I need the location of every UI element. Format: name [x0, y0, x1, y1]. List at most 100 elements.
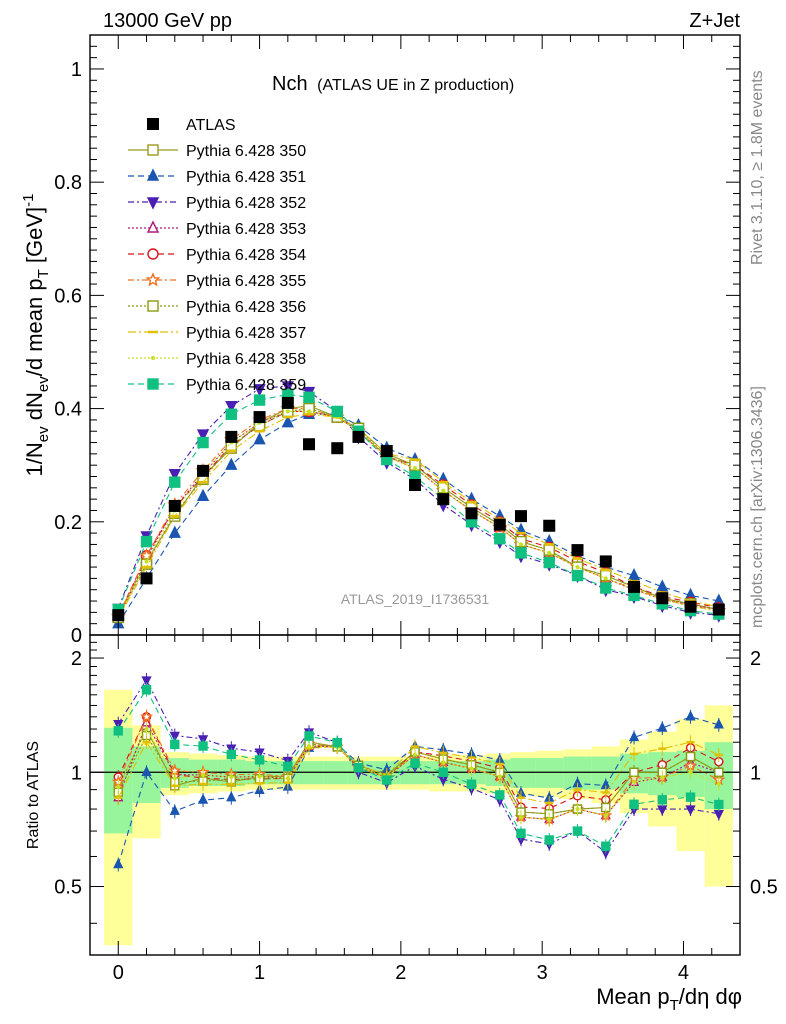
header-right: Z+Jet	[689, 10, 740, 32]
ratio-point-series-8	[116, 785, 121, 790]
ratio-y-tick-label-right: 1	[750, 762, 761, 784]
ratio-point-series-9	[170, 739, 180, 750]
ratio-point-series-2	[169, 731, 180, 743]
atlas-data-point	[253, 411, 266, 424]
point-series-8	[441, 488, 446, 493]
x-tick-label: 3	[537, 962, 548, 984]
legend-marker-2	[146, 197, 160, 210]
ratio-frame	[89, 634, 741, 956]
mcplots-label: mcplots.cern.ch [arXiv:1306.3436]	[749, 386, 766, 628]
y-tick-label: 0.4	[54, 399, 82, 421]
legend-label-atlas: ATLAS	[186, 117, 236, 134]
ratio-point-series-8	[257, 774, 262, 779]
ratio-point-series-9	[495, 790, 505, 800]
ratio-point-series-8	[716, 781, 721, 786]
ratio-point-series-8	[688, 770, 693, 775]
ratio-point-series-9	[141, 685, 152, 695]
legend-marker-5	[145, 272, 161, 287]
ratio-point-series-9	[629, 799, 639, 809]
ratio-point-series-9	[438, 767, 448, 777]
ratio-point-series-9	[572, 826, 583, 836]
point-series-8	[285, 409, 290, 414]
legend-label-0: Pythia 6.428 350	[186, 143, 306, 160]
ratio-point-series-9	[283, 761, 293, 772]
point-series-9	[197, 436, 209, 449]
legend-marker-3	[146, 220, 160, 233]
header-left: 13000 GeV pp	[103, 10, 232, 32]
point-series-1	[196, 488, 210, 502]
legend-label-3: Pythia 6.428 353	[186, 221, 306, 238]
atlas-data-point	[352, 430, 365, 443]
point-series-8	[547, 550, 552, 555]
ratio-point-series-8	[632, 780, 637, 785]
legend: ATLAS Pythia 6.428 350 Pythia 6.428 351 Pyt…	[128, 117, 306, 394]
y-tick-label: 0	[71, 625, 82, 647]
ratio-point-series-9	[382, 775, 392, 785]
y-tick-label: 0.8	[54, 172, 82, 194]
legend-label-2: Pythia 6.428 352	[186, 195, 306, 212]
legend-label-4: Pythia 6.428 354	[186, 247, 306, 264]
ratio-y-tick-label-right: 0.5	[750, 877, 778, 899]
atlas-data-point	[543, 519, 556, 532]
atlas-data-point	[465, 507, 478, 520]
ratio-point-series-5	[140, 709, 154, 723]
ratio-axis-ticks: 0 1 2 3 4 0.5 0.5 1 1 2 2	[54, 635, 778, 984]
analysis-watermark: ATLAS_2019_I1736531	[341, 591, 490, 607]
atlas-data-point	[225, 430, 238, 443]
x-tick-label: 1	[254, 962, 265, 984]
line-series-7	[117, 413, 719, 619]
ratio-point-series-8	[518, 815, 523, 820]
ratio-point-series-9	[332, 737, 342, 748]
legend-marker-9	[147, 378, 159, 390]
rivet-label: Rivet 3.1.10, ≥ 1.8M events	[749, 70, 766, 265]
legend-label-8: Pythia 6.428 358	[186, 351, 306, 368]
ratio-point-series-6	[685, 751, 696, 762]
point-series-8	[575, 565, 580, 570]
ratio-point-series-6	[629, 767, 639, 777]
y-tick-label: 1	[71, 59, 82, 81]
ratio-point-series-1	[141, 765, 152, 776]
point-series-2	[168, 468, 181, 482]
point-series-8	[413, 466, 417, 471]
point-series-2	[253, 384, 266, 397]
ratio-y-tick-label: 1	[71, 762, 82, 784]
ratio-y-tick-label-right: 2	[750, 648, 761, 670]
point-series-9	[140, 535, 153, 548]
plot-title: Nch (ATLAS UE in Z production)	[272, 73, 514, 95]
ratio-point-series-1	[685, 710, 696, 721]
ratio-y-axis-label: Ratio to ATLAS	[25, 741, 42, 849]
main-plot-panel: 0 0.2 0.4 0.6 0.8 1	[54, 34, 741, 647]
legend-marker-1	[146, 168, 160, 181]
atlas-data-point	[331, 442, 344, 455]
ratio-point-series-1	[628, 730, 640, 742]
point-series-2	[225, 401, 238, 414]
point-series-9	[494, 533, 506, 545]
legend-marker-6	[147, 300, 159, 312]
ratio-point-series-8	[144, 727, 149, 732]
ratio-point-series-9	[466, 779, 477, 789]
atlas-data-point	[628, 580, 641, 593]
ratio-point-series-6	[714, 767, 724, 777]
ratio-point-series-2	[141, 676, 152, 687]
ratio-point-series-9	[304, 731, 314, 741]
atlas-data-point	[281, 396, 294, 409]
atlas-data-point	[437, 493, 450, 506]
legend-marker-0	[147, 144, 159, 156]
x-tick-label: 0	[113, 962, 124, 984]
ratio-point-series-8	[660, 775, 665, 780]
ratio-point-series-1	[713, 718, 724, 729]
ratio-point-series-8	[441, 760, 446, 765]
legend-label-7: Pythia 6.428 357	[186, 325, 306, 342]
ratio-point-series-9	[353, 762, 364, 773]
ratio-line-series-4	[117, 715, 720, 809]
ratio-point-series-8	[285, 776, 290, 781]
point-series-6	[140, 558, 153, 570]
point-series-9	[571, 569, 584, 582]
ratio-point-series-8	[229, 775, 234, 780]
x-tick-label: 4	[678, 962, 689, 984]
legend-marker-8	[151, 356, 155, 360]
point-series-2	[196, 429, 210, 442]
plot-title-sub: (ATLAS UE in Z production)	[317, 77, 514, 94]
point-series-9	[543, 556, 555, 569]
